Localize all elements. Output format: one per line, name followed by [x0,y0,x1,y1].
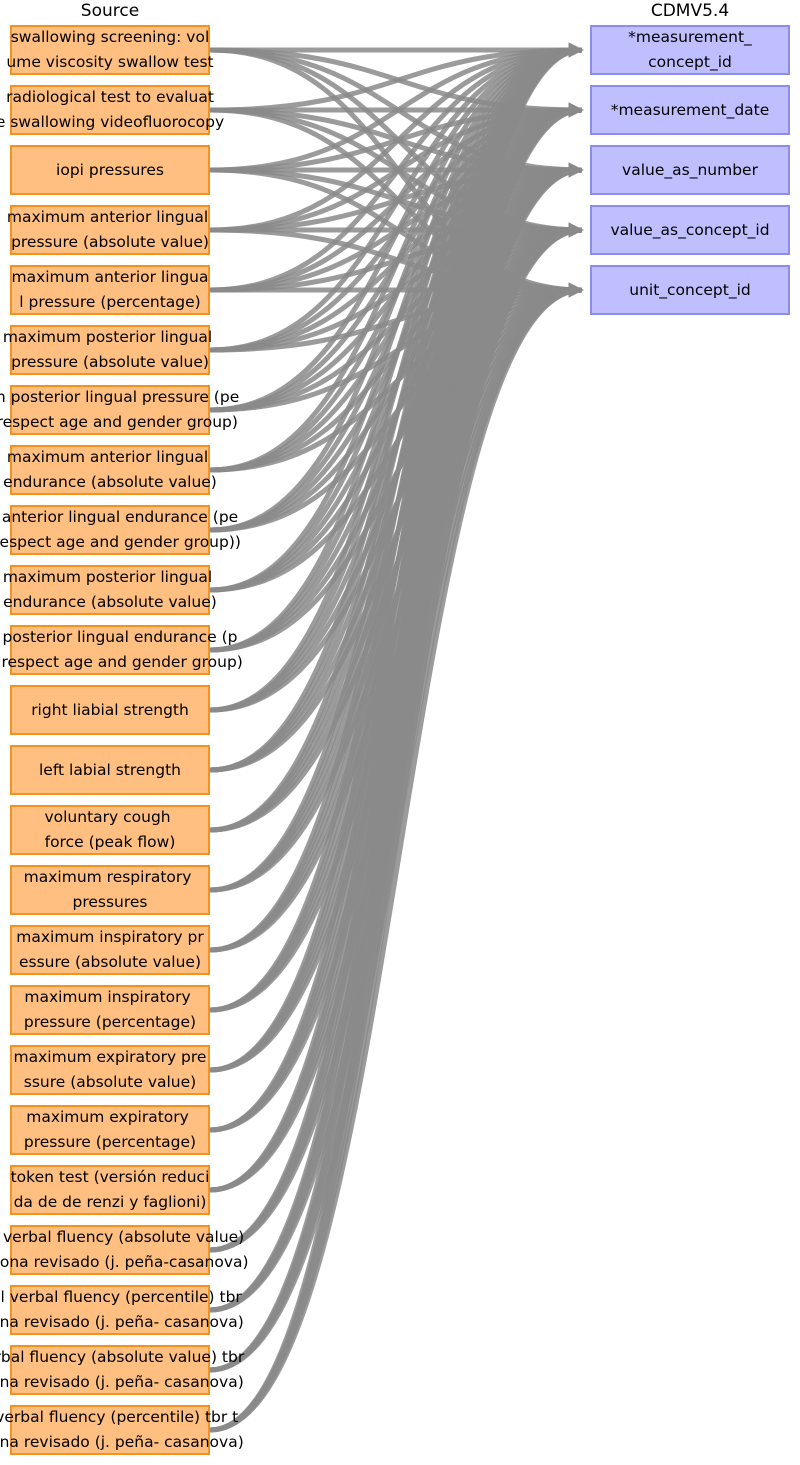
source-node-label: maximum anterior lingua l pressure (perc… [11,268,209,311]
source-node[interactable]: right liabial strength [10,685,210,735]
source-node-label: maximum inspiratory pressure (percentage… [23,988,197,1031]
source-node[interactable]: maximum posterior lingual endurance (abs… [3,565,217,615]
source-node-label: m posterior lingual endurance (p ge resp… [1,628,243,671]
source-node-label: voluntary cough force (peak flow) [44,808,176,851]
source-node-label: maximum posterior lingual pressure (abso… [2,328,213,371]
source-node[interactable]: radiological test to evaluat e swallowin… [0,85,224,135]
source-node-label: maximum posterior lingual endurance (abs… [2,568,217,611]
mapping-link [209,42,584,413]
target-node-label: value_as_number [622,160,758,179]
source-node-label: cal verbal fluency (absolute value) rcel… [0,1228,249,1271]
target-node[interactable]: value_as_number [590,145,790,195]
source-node-label: maximum expiratory pressure (percentage) [23,1108,197,1151]
source-node-label: token test (versión reduci da de de renz… [10,1168,210,1211]
target-node-label: *measurement_ concept_id [628,28,752,71]
target-node-label: unit_concept_id [629,280,751,299]
mapping-link [209,42,584,173]
target-node[interactable]: *measurement_ concept_id [590,25,790,75]
target-node[interactable]: value_as_concept_id [590,205,790,255]
source-node-label: c verbal fluency (percentile) tbr t elon… [0,1408,244,1451]
source-node[interactable]: verbal fluency (absolute value) tbr elon… [0,1345,244,1395]
mapping-link [209,42,584,233]
source-node-label: right liabial strength [31,700,189,719]
source-node[interactable]: um posterior lingual pressure (pe e resp… [0,385,239,435]
source-node-label: swallowing screening: vol ume viscosity … [6,28,214,71]
source-node[interactable]: c verbal fluency (percentile) tbr t elon… [0,1405,244,1455]
source-node[interactable]: voluntary cough force (peak flow) [10,805,210,855]
source-node-label: maximum inspiratory pr essure (absolute … [16,928,204,971]
target-node[interactable]: *measurement_date [590,85,790,135]
source-node[interactable]: maximum respiratory pressures [10,865,210,915]
source-node[interactable]: maximum inspiratory pressure (percentage… [10,985,210,1035]
source-node[interactable]: maximum posterior lingual pressure (abso… [3,325,212,375]
source-node[interactable]: maximum expiratory pressure (percentage) [10,1105,210,1155]
target-node[interactable]: unit_concept_id [590,265,790,315]
source-node-label: um posterior lingual pressure (pe e resp… [0,388,240,431]
source-node-label: radiological test to evaluat e swallowin… [0,88,225,131]
source-node[interactable]: swallowing screening: vol ume viscosity … [6,25,214,75]
source-node[interactable]: maximum anterior lingual pressure (absol… [6,205,210,255]
source-node[interactable]: maximum anterior lingua l pressure (perc… [10,265,210,315]
mapping-link [209,282,584,1433]
source-node[interactable]: maximum inspiratory pr essure (absolute … [10,925,210,975]
source-node-label: maximum expiratory pre ssure (absolute v… [13,1048,207,1091]
mapping-link [209,42,584,353]
source-node-label: iopi pressures [56,160,164,179]
source-node[interactable]: ical verbal fluency (percentile) tbr elo… [0,1285,244,1335]
source-node-label: m anterior lingual endurance (pe e respe… [0,508,241,551]
source-node-label: ical verbal fluency (percentile) tbr elo… [0,1288,244,1331]
target-node-label: *measurement_date [610,100,770,119]
target-node-label: value_as_concept_id [610,220,770,239]
source-node[interactable]: token test (versión reduci da de de renz… [10,1165,210,1215]
source-node[interactable]: iopi pressures [10,145,210,195]
source-node-label: verbal fluency (absolute value) tbr elon… [0,1348,245,1391]
source-node[interactable]: m anterior lingual endurance (pe e respe… [0,505,241,555]
source-node-label: maximum anterior lingual endurance (abso… [3,448,217,491]
mapping-link [209,42,584,113]
source-node[interactable]: m posterior lingual endurance (p ge resp… [1,625,243,675]
source-node-label: left labial strength [39,760,181,779]
source-column-header: Source [80,1,140,21]
source-node-label: maximum anterior lingual pressure (absol… [6,208,209,251]
source-node[interactable]: maximum anterior lingual endurance (abso… [3,445,217,495]
target-column-header: CDMV5.4 [650,1,730,21]
source-node[interactable]: maximum expiratory pre ssure (absolute v… [10,1045,210,1095]
source-node[interactable]: left labial strength [10,745,210,795]
source-node[interactable]: cal verbal fluency (absolute value) rcel… [0,1225,249,1275]
source-node-label: maximum respiratory pressures [23,868,192,911]
mapping-link [209,42,584,293]
